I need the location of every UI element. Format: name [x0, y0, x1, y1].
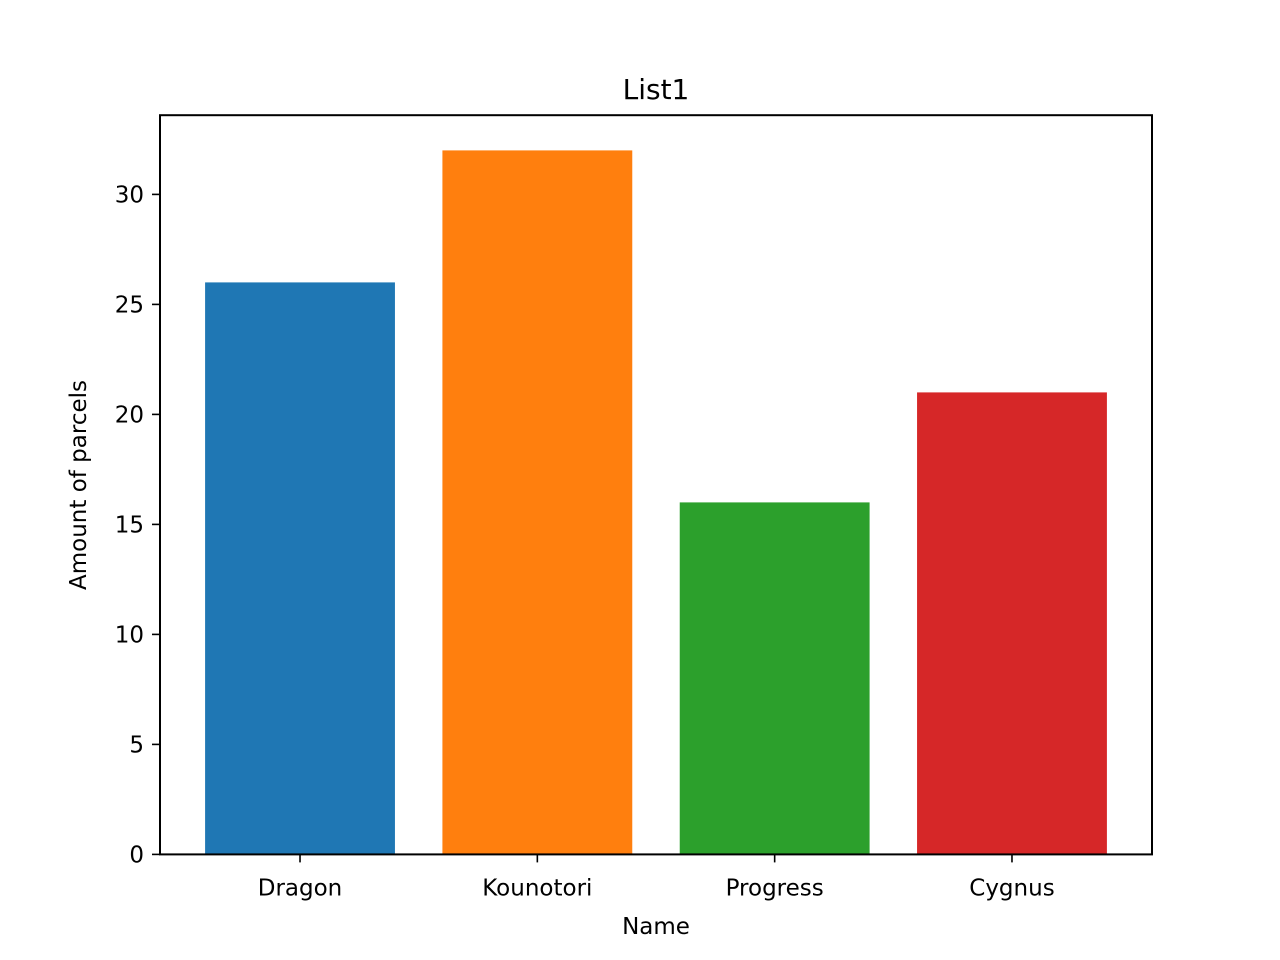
y-axis-title: Amount of parcels [66, 380, 92, 590]
plot-frame [159, 114, 1153, 856]
bars-layer [205, 150, 1107, 855]
x-tick-label: Progress [726, 875, 824, 901]
y-tick-label: 5 [129, 732, 144, 758]
y-axis: 0 5 10 15 20 25 30 [115, 182, 160, 868]
y-tick-label: 0 [129, 842, 144, 868]
bar-cygnus [917, 392, 1107, 855]
chart-title: List1 [623, 73, 690, 106]
bar-kounotori [442, 150, 633, 855]
bar-dragon [205, 282, 395, 855]
y-tick-label: 30 [115, 182, 144, 208]
x-tick-label: Cygnus [969, 875, 1054, 901]
bar-progress [679, 502, 870, 855]
y-tick-label: 20 [115, 402, 144, 428]
y-tick-label: 15 [115, 512, 144, 538]
y-tick-label: 25 [115, 292, 144, 318]
x-axis-title: Name [622, 914, 690, 940]
x-tick-label: Dragon [258, 875, 343, 901]
x-axis: Dragon Kounotori Progress Cygnus [258, 854, 1055, 901]
y-tick-label: 10 [115, 622, 144, 648]
x-tick-label: Kounotori [482, 875, 592, 901]
